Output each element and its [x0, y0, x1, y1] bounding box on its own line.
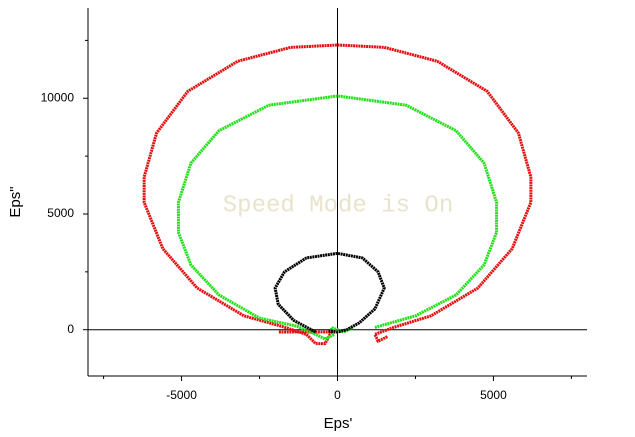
- data-curve: [142, 43, 533, 346]
- y-axis-label: Eps": [7, 186, 24, 217]
- data-curve: [176, 94, 499, 341]
- y-tick-label: 0: [67, 322, 74, 336]
- y-tick-label: 5000: [47, 206, 74, 220]
- x-tick-label: -5000: [166, 388, 197, 402]
- y-tick-label: 10000: [41, 90, 75, 104]
- data-curve: [273, 251, 386, 334]
- x-tick-label: 0: [334, 388, 341, 402]
- x-tick-label: 5000: [480, 388, 507, 402]
- x-axis-label: Eps': [324, 415, 353, 432]
